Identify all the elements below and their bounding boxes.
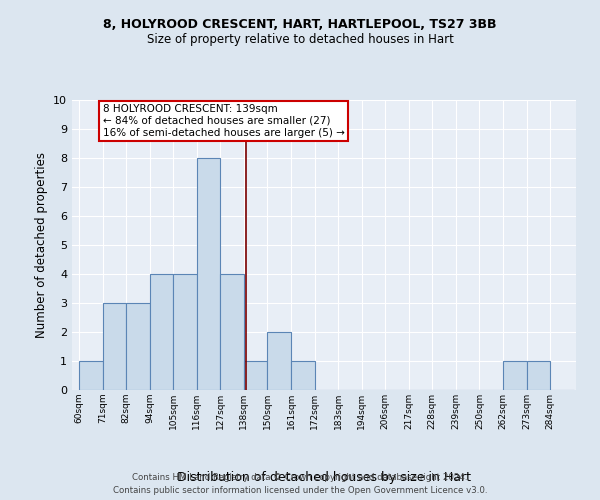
Text: Contains HM Land Registry data © Crown copyright and database right 2024.: Contains HM Land Registry data © Crown c… (132, 472, 468, 482)
Y-axis label: Number of detached properties: Number of detached properties (35, 152, 47, 338)
Bar (173, 274, 197, 390)
Bar (244, 361, 268, 390)
Text: 8, HOLYROOD CRESCENT, HART, HARTLEPOOL, TS27 3BB: 8, HOLYROOD CRESCENT, HART, HARTLEPOOL, … (103, 18, 497, 30)
Bar (291, 361, 314, 390)
Bar (503, 361, 527, 390)
Bar (220, 274, 244, 390)
Bar (268, 332, 291, 390)
Text: 8 HOLYROOD CRESCENT: 139sqm
← 84% of detached houses are smaller (27)
16% of sem: 8 HOLYROOD CRESCENT: 139sqm ← 84% of det… (103, 104, 344, 138)
Bar (126, 303, 150, 390)
Bar (197, 158, 220, 390)
Bar (103, 303, 126, 390)
Text: Contains public sector information licensed under the Open Government Licence v3: Contains public sector information licen… (113, 486, 487, 495)
Text: Size of property relative to detached houses in Hart: Size of property relative to detached ho… (146, 32, 454, 46)
Bar (150, 274, 173, 390)
Bar (79, 361, 103, 390)
Bar (527, 361, 550, 390)
X-axis label: Distribution of detached houses by size in Hart: Distribution of detached houses by size … (177, 471, 471, 484)
